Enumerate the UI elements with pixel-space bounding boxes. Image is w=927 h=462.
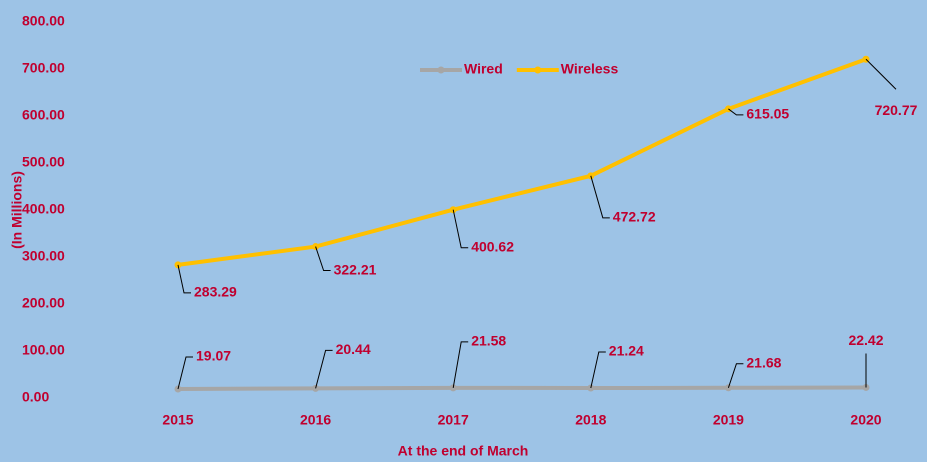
data-label: 21.24 — [609, 343, 644, 359]
leader-line — [590, 351, 606, 389]
x-tick-label: 2016 — [300, 412, 331, 428]
y-tick-label: 500.00 — [22, 154, 65, 170]
leader-line — [177, 264, 191, 294]
legend-label: Wired — [464, 61, 503, 77]
leader-line — [315, 349, 333, 389]
leader-line — [452, 209, 469, 249]
leader-line — [728, 108, 744, 116]
y-tick-label: 400.00 — [22, 201, 65, 217]
data-label: 720.77 — [875, 102, 918, 118]
leader-line — [315, 246, 331, 272]
data-label: 21.58 — [471, 333, 506, 349]
leader-line — [590, 175, 610, 219]
legend-label: Wireless — [561, 61, 619, 77]
data-label: 19.07 — [196, 348, 231, 364]
x-tick-label: 2015 — [162, 412, 193, 428]
data-label: 20.44 — [336, 341, 371, 357]
data-label: 22.42 — [848, 332, 883, 348]
y-tick-label: 300.00 — [22, 248, 65, 264]
x-tick-label: 2017 — [438, 412, 469, 428]
data-label: 472.72 — [613, 209, 656, 225]
y-tick-label: 100.00 — [22, 342, 65, 358]
y-axis-title: (In Millions) — [9, 171, 25, 249]
data-label: 283.29 — [194, 284, 237, 300]
y-tick-label: 0.00 — [22, 389, 49, 405]
y-tick-label: 600.00 — [22, 107, 65, 123]
y-tick-label: 200.00 — [22, 295, 65, 311]
data-label: 615.05 — [746, 106, 789, 122]
y-tick-label: 700.00 — [22, 60, 65, 76]
data-label: 400.62 — [471, 238, 514, 254]
series-line — [177, 57, 867, 267]
leader-line — [177, 356, 193, 390]
y-tick-label: 800.00 — [22, 13, 65, 29]
leader-line — [865, 58, 897, 90]
data-label: 21.68 — [746, 355, 781, 371]
x-axis-title: At the end of March — [398, 443, 529, 459]
x-tick-label: 2019 — [713, 412, 744, 428]
leader-line — [727, 363, 744, 388]
legend-marker — [534, 66, 542, 74]
series-line — [177, 385, 867, 392]
legend-marker — [437, 66, 445, 74]
data-label: 322.21 — [334, 261, 377, 277]
leader-line — [452, 341, 469, 388]
x-tick-label: 2018 — [575, 412, 606, 428]
x-tick-label: 2020 — [850, 412, 881, 428]
